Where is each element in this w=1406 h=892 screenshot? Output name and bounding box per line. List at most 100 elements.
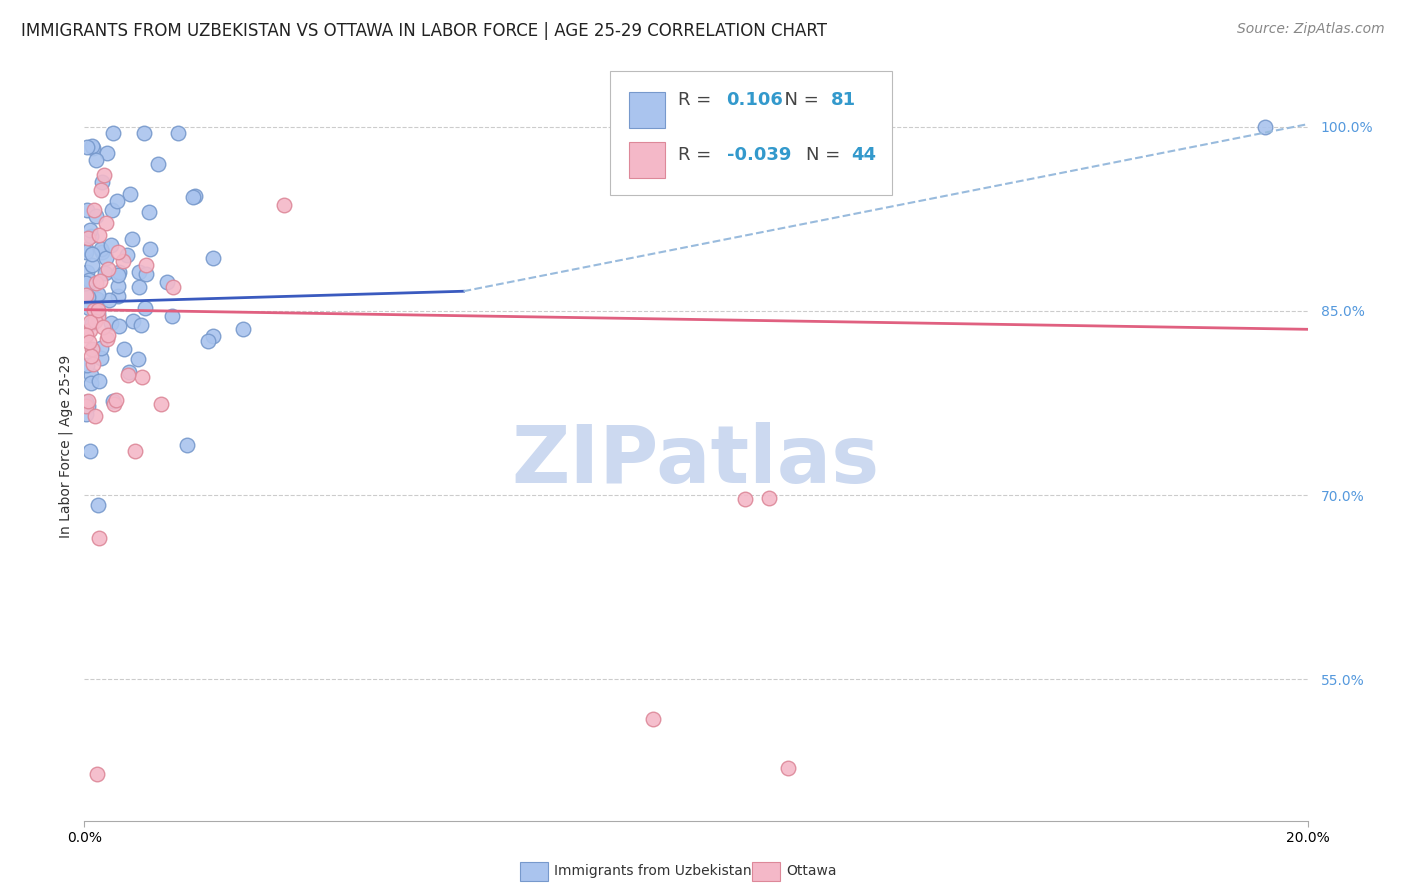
Point <box>104 393 127 408</box>
Point <box>89 274 111 288</box>
Point <box>273 198 295 212</box>
Point <box>90 351 112 366</box>
Point <box>77 334 100 349</box>
Point <box>128 279 150 293</box>
Point <box>79 315 101 329</box>
Point <box>100 238 122 252</box>
Point <box>201 251 224 265</box>
Y-axis label: In Labor Force | Age 25-29: In Labor Force | Age 25-29 <box>59 354 73 538</box>
Point <box>183 190 205 204</box>
Point <box>83 303 105 318</box>
Point <box>93 319 115 334</box>
Point <box>80 229 103 244</box>
Text: 0.106: 0.106 <box>727 91 783 109</box>
Point <box>139 242 162 256</box>
Point <box>107 245 129 260</box>
Point <box>79 444 101 458</box>
Point <box>94 251 117 265</box>
Point <box>80 138 103 153</box>
Point <box>232 322 254 336</box>
Point <box>82 141 104 155</box>
Point <box>91 175 114 189</box>
Point <box>108 265 131 279</box>
Point <box>132 126 155 140</box>
Point <box>76 290 98 304</box>
Point <box>86 307 108 321</box>
Point <box>115 248 138 262</box>
Point <box>75 242 97 256</box>
Point <box>146 156 169 170</box>
Point <box>135 258 157 272</box>
Point <box>76 265 98 279</box>
FancyBboxPatch shape <box>628 142 665 178</box>
Point <box>118 364 141 378</box>
Text: 81: 81 <box>831 91 856 109</box>
Text: IMMIGRANTS FROM UZBEKISTAN VS OTTAWA IN LABOR FORCE | AGE 25-29 CORRELATION CHAR: IMMIGRANTS FROM UZBEKISTAN VS OTTAWA IN … <box>21 22 827 40</box>
Text: -0.039: -0.039 <box>727 146 792 164</box>
Point <box>96 146 118 161</box>
Text: R =: R = <box>678 146 717 164</box>
Point <box>84 409 107 423</box>
Point <box>76 203 98 218</box>
Point <box>79 223 101 237</box>
Point <box>162 280 184 294</box>
Point <box>77 399 100 413</box>
Point <box>129 318 152 332</box>
Point <box>75 276 97 290</box>
Point <box>734 491 756 506</box>
Point <box>90 244 112 259</box>
Point <box>105 194 128 209</box>
Point <box>76 140 98 154</box>
Point <box>84 276 107 290</box>
Point <box>758 491 780 505</box>
Point <box>643 712 665 726</box>
Point <box>80 349 103 363</box>
Point <box>103 397 125 411</box>
Point <box>86 292 108 306</box>
Point <box>135 267 157 281</box>
Point <box>87 531 110 545</box>
Point <box>82 247 104 261</box>
Point <box>100 316 122 330</box>
Point <box>87 310 110 325</box>
Point <box>83 202 105 217</box>
Text: Immigrants from Uzbekistan: Immigrants from Uzbekistan <box>554 864 752 879</box>
Text: Source: ZipAtlas.com: Source: ZipAtlas.com <box>1237 22 1385 37</box>
Point <box>87 287 110 301</box>
Point <box>149 397 172 411</box>
Text: N =: N = <box>773 91 824 109</box>
Point <box>77 393 100 408</box>
Point <box>76 359 98 373</box>
Point <box>197 334 219 348</box>
Point <box>79 376 101 390</box>
Text: N =: N = <box>806 146 846 164</box>
Point <box>84 209 107 223</box>
Point <box>75 407 97 421</box>
Point <box>77 273 100 287</box>
Point <box>87 374 110 388</box>
Point <box>167 126 190 140</box>
Point <box>84 302 107 317</box>
Point <box>107 289 129 303</box>
Point <box>98 293 121 308</box>
Point <box>201 328 224 343</box>
Text: 44: 44 <box>851 146 876 164</box>
Point <box>96 332 118 346</box>
Point <box>121 232 143 246</box>
Point <box>776 761 799 775</box>
Point <box>82 317 104 331</box>
Point <box>176 438 198 452</box>
Point <box>101 393 124 408</box>
Point <box>80 258 103 272</box>
Point <box>184 189 207 203</box>
Point <box>75 399 97 413</box>
Point <box>77 301 100 315</box>
Point <box>86 299 108 313</box>
Point <box>112 254 135 268</box>
Point <box>124 443 146 458</box>
Point <box>94 266 117 280</box>
Text: R =: R = <box>678 91 717 109</box>
Point <box>80 277 103 291</box>
Point <box>75 328 97 343</box>
Point <box>131 370 153 384</box>
